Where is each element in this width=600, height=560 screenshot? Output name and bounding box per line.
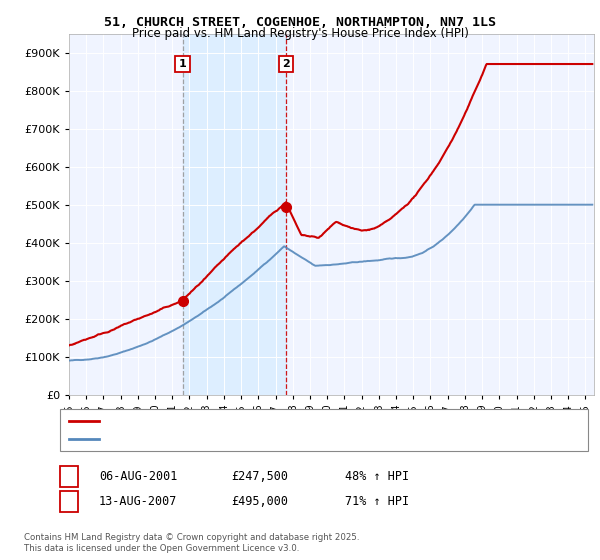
Text: 48% ↑ HPI: 48% ↑ HPI [345,470,409,483]
Bar [182,34,286,395]
Text: £247,500: £247,500 [231,470,288,483]
Text: 2: 2 [282,59,290,69]
Text: 51, CHURCH STREET, COGENHOE, NORTHAMPTON, NN7 1LS: 51, CHURCH STREET, COGENHOE, NORTHAMPTON… [104,16,496,29]
Text: Contains HM Land Registry data © Crown copyright and database right 2025.
This d: Contains HM Land Registry data © Crown c… [24,533,359,553]
Text: Price paid vs. HM Land Registry's House Price Index (HPI): Price paid vs. HM Land Registry's House … [131,27,469,40]
Text: 51, CHURCH STREET, COGENHOE, NORTHAMPTON, NN7 1LS (detached house): 51, CHURCH STREET, COGENHOE, NORTHAMPTON… [105,416,512,426]
Text: 1: 1 [179,59,187,69]
Text: £495,000: £495,000 [231,495,288,508]
Text: HPI: Average price, detached house, West Northamptonshire: HPI: Average price, detached house, West… [105,434,422,444]
Text: 71% ↑ HPI: 71% ↑ HPI [345,495,409,508]
Text: 2: 2 [65,495,73,508]
Text: 1: 1 [65,470,73,483]
Text: 06-AUG-2001: 06-AUG-2001 [99,470,178,483]
Text: 13-AUG-2007: 13-AUG-2007 [99,495,178,508]
